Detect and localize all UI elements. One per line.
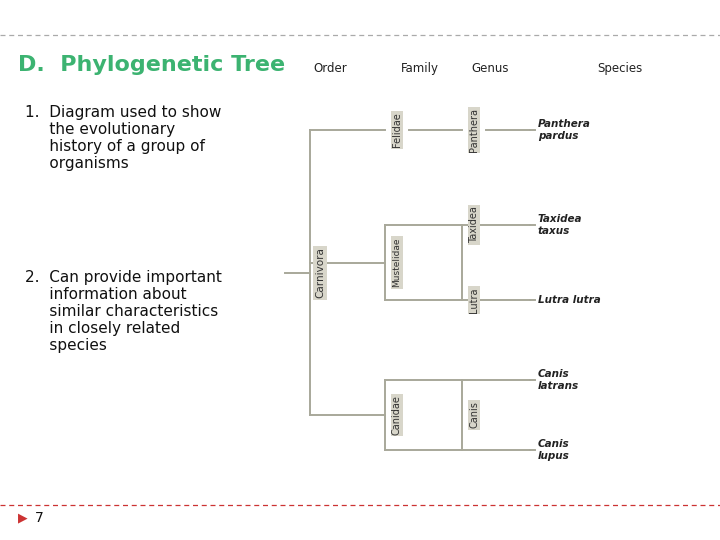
Text: Genus: Genus — [472, 62, 509, 75]
Text: Canis
latrans: Canis latrans — [538, 369, 579, 391]
Text: Taxidea
taxus: Taxidea taxus — [538, 214, 582, 236]
Text: Panthera
pardus: Panthera pardus — [538, 119, 591, 141]
Text: species: species — [25, 338, 107, 353]
Text: Carnivora: Carnivora — [315, 247, 325, 298]
Text: D.  Phylogenetic Tree: D. Phylogenetic Tree — [18, 55, 285, 75]
Text: Canis: Canis — [469, 402, 479, 428]
Text: 7: 7 — [35, 511, 44, 525]
Text: Canis
lupus: Canis lupus — [538, 439, 570, 461]
Text: similar characteristics: similar characteristics — [25, 304, 218, 319]
Text: Lutra lutra: Lutra lutra — [538, 295, 600, 305]
Text: history of a group of: history of a group of — [25, 139, 205, 154]
Text: the evolutionary: the evolutionary — [25, 122, 175, 137]
Text: ▶: ▶ — [18, 511, 27, 524]
Text: Lutra: Lutra — [469, 287, 479, 313]
Text: organisms: organisms — [25, 156, 129, 171]
Text: in closely related: in closely related — [25, 321, 180, 336]
Text: Order: Order — [313, 62, 347, 75]
Text: 2.  Can provide important: 2. Can provide important — [25, 270, 222, 285]
Text: information about: information about — [25, 287, 186, 302]
Text: 1.  Diagram used to show: 1. Diagram used to show — [25, 105, 221, 120]
Text: Family: Family — [401, 62, 439, 75]
Text: Panthera: Panthera — [469, 108, 479, 152]
Text: Felidae: Felidae — [392, 113, 402, 147]
Text: Species: Species — [598, 62, 643, 75]
Text: Canidae: Canidae — [392, 395, 402, 435]
Text: Mustelidae: Mustelidae — [392, 238, 402, 287]
Text: Taxidea: Taxidea — [469, 207, 479, 244]
